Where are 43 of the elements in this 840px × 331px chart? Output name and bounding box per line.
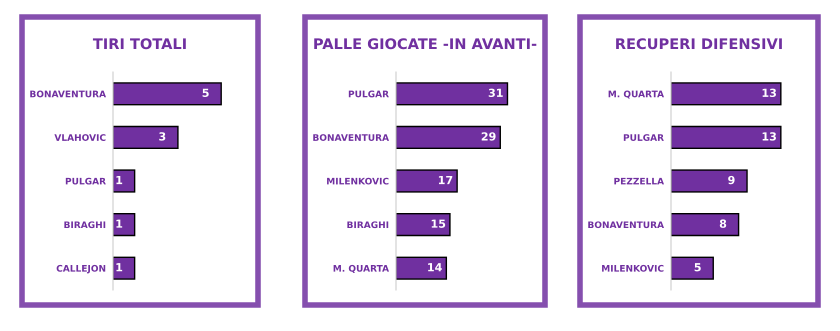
y-tick-label: MILENKOVIC	[327, 178, 388, 185]
data-label: 1	[116, 176, 122, 184]
data-label: 3	[159, 132, 166, 141]
chart-title: TIRI TOTALI	[92, 38, 186, 50]
y-tick-label: PULGAR	[348, 90, 389, 98]
data-label: 29	[482, 132, 496, 141]
data-label: 31	[488, 88, 503, 98]
chart-title: RECUPERI DIFENSIVI	[616, 38, 782, 50]
y-tick-label: BONAVENTURA	[313, 134, 390, 141]
y-tick-label: PULGAR	[66, 178, 106, 185]
data-label: 9	[728, 176, 735, 184]
y-tick-label: BONAVENTURA	[30, 90, 106, 98]
data-label: 17	[438, 176, 452, 184]
y-tick-label: BONAVENTURA	[588, 221, 664, 228]
bar	[396, 213, 451, 236]
y-tick-label: M. QUARTA	[334, 264, 390, 273]
bar	[671, 126, 782, 149]
bar	[396, 169, 458, 193]
bar	[671, 213, 740, 236]
bar	[396, 126, 501, 149]
bar	[671, 82, 782, 106]
bar	[396, 256, 448, 280]
chart-title: PALLE GIOCATE -IN AVANTI-	[314, 38, 536, 50]
y-tick-label: M. QUARTA	[608, 90, 664, 99]
y-tick-label: CALLEJON	[56, 264, 106, 274]
data-label: 15	[432, 220, 446, 228]
data-label: 1	[116, 263, 122, 272]
data-label: 13	[762, 88, 776, 98]
bar	[671, 256, 714, 280]
y-tick-label: BIRAGHI	[347, 221, 388, 228]
data-label: 5	[694, 263, 701, 272]
data-label: 14	[428, 263, 442, 272]
y-tick-label: PULGAR	[624, 134, 664, 141]
data-label: 1	[116, 220, 122, 228]
bar	[396, 82, 508, 106]
data-label: 8	[720, 219, 726, 228]
data-label: 5	[202, 88, 209, 98]
y-tick-label: MILENKOVIC	[602, 264, 664, 272]
y-tick-label: BIRAGHI	[64, 221, 106, 228]
y-tick-label: VLAHOVIC	[54, 134, 106, 141]
data-label: 13	[762, 132, 776, 141]
bar	[671, 169, 748, 193]
y-tick-label: PEZZELLA	[614, 178, 664, 184]
